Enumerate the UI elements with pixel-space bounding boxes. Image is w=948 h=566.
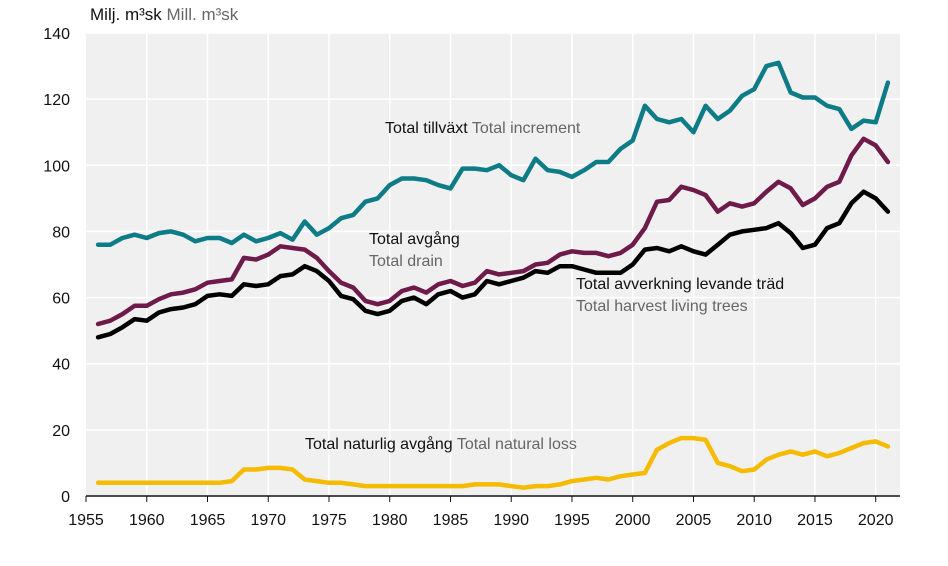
y-tick-label: 100 [43, 158, 70, 175]
x-tick-label: 1990 [493, 512, 529, 529]
label-harvest-sv: Total avverkning levande träd [576, 276, 785, 293]
series-line-harvest [95, 189, 891, 340]
x-ticks: 1955 1960 1965 1970 1975 1980 1985 1990 1995 2000… [68, 496, 894, 529]
y-tick-label: 140 [43, 26, 70, 43]
series-line-increment [95, 60, 891, 247]
plot-background [86, 33, 900, 495]
y-ticks: 0 20 40 60 80 100 120 140 [43, 26, 70, 506]
x-tick-label: 1980 [372, 512, 408, 529]
label-increment-sv: Total tillväxt [385, 120, 468, 137]
label-natural-loss: Total naturlig avgång Total natural loss [305, 434, 577, 456]
y-tick-label: 60 [52, 291, 70, 308]
series-line-natural-loss [95, 435, 891, 490]
y-unit-label-en: Mill. m³sk [166, 5, 239, 24]
y-tick-label: 20 [52, 423, 70, 440]
y-tick-label: 120 [43, 92, 70, 109]
y-tick-label: 80 [52, 224, 70, 241]
x-tick-label: 2005 [676, 512, 712, 529]
x-tick-label: 2020 [858, 512, 894, 529]
label-natural-loss-sv: Total naturlig avgång [305, 436, 453, 453]
x-tick-label: 1965 [190, 512, 226, 529]
label-increment-en: Total increment [471, 120, 581, 137]
y-tick-label: 40 [52, 357, 70, 374]
label-drain: Total avgång Total drain [369, 229, 460, 273]
series-line-drain [95, 136, 891, 327]
x-tick-label: 1995 [554, 512, 590, 529]
label-drain-en: Total drain [369, 253, 443, 270]
y-unit-label-sv: Milj. m³sk [90, 5, 162, 24]
x-tick-label: 1985 [433, 512, 469, 529]
x-tick-label: 2015 [797, 512, 833, 529]
x-tick-label: 2010 [736, 512, 772, 529]
x-tick-label: 1975 [311, 512, 347, 529]
x-tick-label: 1955 [68, 512, 104, 529]
series-layer [95, 60, 891, 490]
label-harvest-en: Total harvest living trees [576, 298, 748, 315]
label-natural-loss-en: Total natural loss [456, 436, 577, 453]
label-increment: Total tillväxt Total increment [385, 118, 580, 140]
label-drain-sv: Total avgång [369, 231, 460, 248]
y-unit-label: Milj. m³sk Mill. m³sk [90, 5, 238, 25]
x-tick-label: 2000 [615, 512, 651, 529]
label-harvest: Total avverkning levande träd Total harv… [576, 274, 784, 318]
y-tick-label: 0 [61, 489, 70, 506]
x-tick-label: 1970 [250, 512, 286, 529]
x-tick-label: 1960 [129, 512, 165, 529]
